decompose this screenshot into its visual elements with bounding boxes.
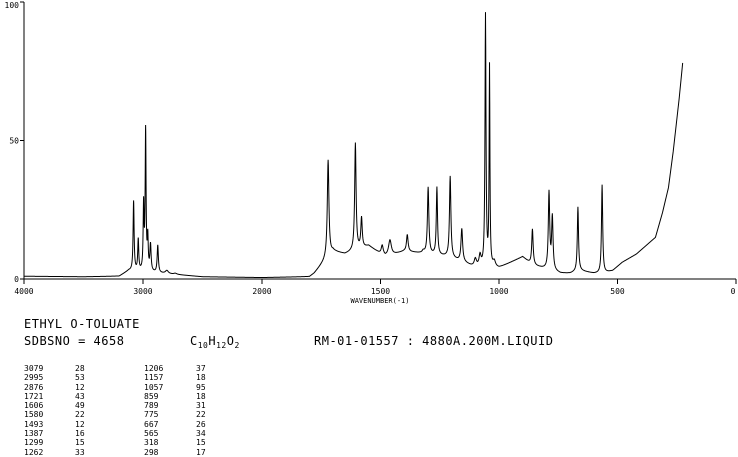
peak-wavenumber: 298 — [144, 447, 159, 457]
peak-transmittance: 26 — [196, 419, 206, 429]
formula-h-count: 12 — [216, 341, 227, 350]
peak-table-row: 1721 43 859 18 — [24, 392, 324, 401]
formula-c: C — [190, 334, 198, 348]
peak-table-row: 2995 53 1157 18 — [24, 373, 324, 382]
peak-wavenumber: 1057 — [144, 382, 164, 392]
y-tick-label: 0 — [14, 275, 19, 284]
peak-wavenumber: 2995 — [24, 373, 44, 383]
x-tick-label: 2000 — [252, 287, 271, 296]
peak-wavenumber: 667 — [144, 419, 159, 429]
peak-wavenumber: 859 — [144, 391, 159, 401]
peak-table-row: 1580 22 775 22 — [24, 410, 324, 419]
peak-table-row: 1262 33 298 17 — [24, 448, 324, 457]
peak-wavenumber: 1493 — [24, 419, 44, 429]
x-axis-ticks: 4000 3000 2000 1500 1000 500 0 — [14, 279, 737, 296]
peak-wavenumber: 1206 — [144, 364, 164, 373]
peak-wavenumber: 1580 — [24, 410, 44, 420]
peak-wavenumber: 775 — [144, 410, 159, 420]
x-tick-label: 1500 — [371, 287, 390, 296]
peak-wavenumber: 318 — [144, 438, 159, 448]
x-tick-label: 3000 — [133, 287, 152, 296]
formula-h: H — [208, 334, 217, 348]
x-tick-label: 500 — [610, 287, 625, 296]
peak-transmittance: 28 — [75, 364, 85, 373]
peak-wavenumber: 1606 — [24, 401, 44, 411]
peak-transmittance: 18 — [196, 391, 206, 401]
peak-transmittance: 17 — [196, 447, 206, 457]
peak-transmittance: 95 — [196, 382, 206, 392]
x-tick-label: 1000 — [489, 287, 508, 296]
peak-wavenumber: 2876 — [24, 382, 44, 392]
peak-transmittance: 31 — [196, 401, 206, 411]
y-tick-label: 50 — [9, 137, 19, 146]
x-tick-label: 4000 — [14, 287, 33, 296]
y-axis-ticks: 0 50 100 — [5, 1, 24, 284]
x-axis-title: WAVENUMBER(-1) — [350, 297, 409, 305]
sdbs-number: SDBSNO = 4658 — [24, 334, 125, 348]
peak-transmittance: 18 — [196, 373, 206, 383]
measurement-info: RM-01-01557 : 4880A.200M.LIQUID — [314, 334, 554, 348]
y-tick-label: 100 — [5, 1, 20, 10]
peak-table-row: 2876 12 1057 95 — [24, 383, 324, 392]
formula-o: O — [226, 334, 235, 348]
peak-table-row: 1387 16 565 34 — [24, 429, 324, 438]
ir-spectrum-chart: 0 50 100 4000 3000 2000 1500 1000 500 0 WAVENUMB… — [5, 1, 737, 305]
peak-wavenumber: 3079 — [24, 364, 44, 373]
molecular-formula: C10H12O2 — [190, 334, 240, 350]
peak-transmittance: 12 — [75, 382, 85, 392]
peak-transmittance: 37 — [196, 364, 206, 373]
peak-table-row: 1299 15 318 15 — [24, 438, 324, 447]
peak-transmittance: 12 — [75, 419, 85, 429]
peak-table-row: 1606 49 789 31 — [24, 401, 324, 410]
peak-transmittance: 43 — [75, 391, 85, 401]
peak-transmittance: 16 — [75, 429, 85, 439]
peak-wavenumber: 1387 — [24, 429, 44, 439]
peak-wavenumber: 1157 — [144, 373, 164, 383]
peak-wavenumber: 789 — [144, 401, 159, 411]
peak-wavenumber: 1262 — [24, 447, 44, 457]
x-tick-label: 0 — [731, 287, 736, 296]
peak-table: 3079 28 1206 37 2995 53 1157 18 2876 12 1057 95 1721… — [24, 364, 324, 457]
peak-transmittance: 34 — [196, 429, 206, 439]
formula-o-count: 2 — [234, 341, 240, 350]
peak-wavenumber: 1721 — [24, 391, 44, 401]
peak-transmittance: 53 — [75, 373, 85, 383]
peak-wavenumber: 565 — [144, 429, 159, 439]
peak-transmittance: 22 — [196, 410, 206, 420]
peak-transmittance: 49 — [75, 401, 85, 411]
peak-wavenumber: 1299 — [24, 438, 44, 448]
formula-c-count: 10 — [197, 341, 209, 350]
spectrum-series-line — [24, 12, 684, 279]
peak-transmittance: 15 — [75, 438, 85, 448]
peak-table-row: 1493 12 667 26 — [24, 420, 324, 429]
peak-transmittance: 33 — [75, 447, 85, 457]
peak-table-row: 3079 28 1206 37 — [24, 364, 324, 373]
peak-transmittance: 15 — [196, 438, 206, 448]
peak-transmittance: 22 — [75, 410, 85, 420]
compound-name: ETHYL O-TOLUATE — [24, 317, 140, 331]
